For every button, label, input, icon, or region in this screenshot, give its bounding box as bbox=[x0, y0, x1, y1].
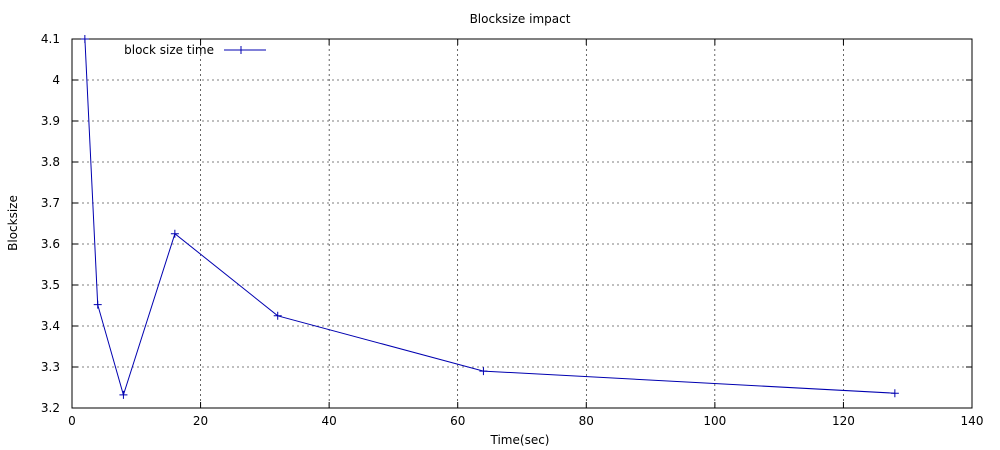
legend-marker bbox=[237, 46, 245, 54]
x-tick-label: 80 bbox=[579, 414, 594, 428]
x-axis: 0 20 40 60 80 100 120 140 bbox=[68, 39, 983, 428]
grid-lines bbox=[72, 39, 972, 408]
series-layer bbox=[80, 35, 899, 399]
x-tick-label: 20 bbox=[193, 414, 208, 428]
y-tick-label: 3.6 bbox=[41, 237, 60, 251]
x-tick-label: 0 bbox=[68, 414, 76, 428]
y-tick-label: 4 bbox=[52, 73, 60, 87]
legend-label: block size time bbox=[124, 43, 214, 57]
legend: block size time bbox=[124, 43, 266, 57]
y-tick-label: 3.8 bbox=[41, 155, 60, 169]
data-point bbox=[170, 229, 179, 238]
y-tick-label: 4.1 bbox=[41, 32, 60, 46]
y-tick-label: 3.4 bbox=[41, 319, 60, 333]
y-axis: 3.2 3.3 3.4 3.5 3.6 3.7 3.8 3.9 4 4.1 bbox=[41, 32, 972, 415]
y-tick-label: 3.9 bbox=[41, 114, 60, 128]
x-tick-label: 100 bbox=[703, 414, 726, 428]
y-tick-label: 3.3 bbox=[41, 360, 60, 374]
data-point bbox=[890, 389, 899, 398]
y-axis-label: Blocksize bbox=[6, 195, 20, 251]
x-axis-label: Time(sec) bbox=[490, 433, 550, 447]
y-tick-label: 3.2 bbox=[41, 401, 60, 415]
x-tick-label: 140 bbox=[961, 414, 984, 428]
data-point bbox=[479, 367, 488, 376]
plot-frame bbox=[71, 38, 973, 409]
x-tick-label: 40 bbox=[322, 414, 337, 428]
data-point bbox=[273, 311, 282, 320]
chart-title: Blocksize impact bbox=[470, 12, 571, 26]
y-tick-label: 3.5 bbox=[41, 278, 60, 292]
data-point bbox=[80, 35, 89, 43]
y-tick-label: 3.7 bbox=[41, 196, 60, 210]
x-tick-label: 60 bbox=[450, 414, 465, 428]
data-point bbox=[119, 390, 128, 399]
x-tick-label: 120 bbox=[832, 414, 855, 428]
data-point bbox=[93, 300, 102, 309]
series-line bbox=[84, 38, 895, 397]
